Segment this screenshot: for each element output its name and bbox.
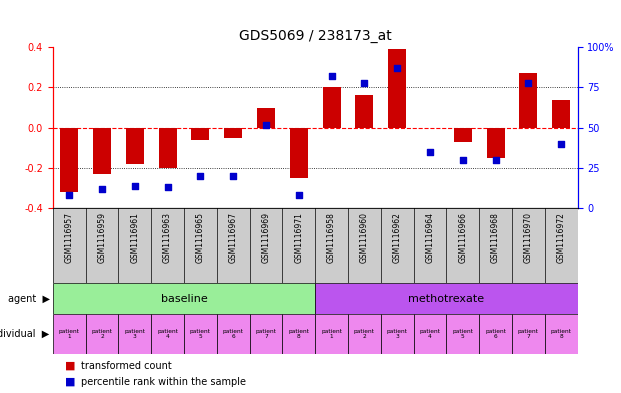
- Point: [458, 157, 468, 163]
- Text: GSM1116964: GSM1116964: [425, 212, 435, 263]
- Bar: [126, 128, 144, 164]
- Bar: [224, 128, 242, 138]
- Text: percentile rank within the sample: percentile rank within the sample: [81, 377, 246, 387]
- Text: GSM1116972: GSM1116972: [556, 212, 566, 263]
- Text: patient
8: patient 8: [551, 329, 571, 340]
- Text: GDS5069 / 238173_at: GDS5069 / 238173_at: [239, 29, 391, 43]
- Text: GSM1116960: GSM1116960: [360, 212, 369, 263]
- Bar: [86, 314, 119, 354]
- Text: patient
4: patient 4: [420, 329, 440, 340]
- Point: [524, 79, 533, 86]
- Point: [228, 173, 238, 179]
- Bar: [315, 283, 578, 314]
- Text: patient
2: patient 2: [354, 329, 375, 340]
- Bar: [322, 87, 340, 128]
- Text: patient
3: patient 3: [387, 329, 407, 340]
- Bar: [479, 314, 512, 354]
- Point: [392, 65, 402, 71]
- Bar: [519, 73, 537, 128]
- Bar: [446, 314, 479, 354]
- Bar: [290, 128, 308, 178]
- Bar: [414, 314, 446, 354]
- Text: patient
4: patient 4: [157, 329, 178, 340]
- Bar: [552, 99, 570, 128]
- Bar: [60, 128, 78, 192]
- Text: GSM1116962: GSM1116962: [392, 212, 402, 263]
- Point: [130, 183, 140, 189]
- Text: ■: ■: [65, 377, 76, 387]
- Point: [64, 192, 74, 198]
- Bar: [348, 314, 381, 354]
- Text: patient
3: patient 3: [124, 329, 145, 340]
- Text: transformed count: transformed count: [81, 361, 171, 371]
- Bar: [217, 314, 250, 354]
- Text: GSM1116959: GSM1116959: [97, 212, 106, 263]
- Bar: [355, 95, 373, 128]
- Point: [425, 149, 435, 155]
- Text: patient
6: patient 6: [223, 329, 243, 340]
- Bar: [93, 128, 111, 174]
- Point: [163, 184, 173, 191]
- Point: [556, 141, 566, 147]
- Point: [491, 157, 501, 163]
- Bar: [512, 314, 545, 354]
- Text: patient
6: patient 6: [485, 329, 506, 340]
- Text: patient
8: patient 8: [288, 329, 309, 340]
- Point: [327, 73, 337, 79]
- Text: patient
7: patient 7: [255, 329, 276, 340]
- Point: [261, 121, 271, 128]
- Bar: [545, 314, 578, 354]
- Bar: [53, 314, 86, 354]
- Bar: [257, 108, 275, 128]
- Text: ■: ■: [65, 361, 76, 371]
- Text: GSM1116958: GSM1116958: [327, 212, 336, 263]
- Bar: [158, 128, 176, 168]
- Text: patient
7: patient 7: [518, 329, 539, 340]
- Text: baseline: baseline: [161, 294, 207, 304]
- Bar: [454, 128, 472, 142]
- Text: patient
5: patient 5: [190, 329, 211, 340]
- Text: patient
1: patient 1: [59, 329, 79, 340]
- Bar: [53, 283, 315, 314]
- Bar: [315, 314, 348, 354]
- Text: agent  ▶: agent ▶: [7, 294, 50, 304]
- Bar: [486, 128, 504, 158]
- Text: GSM1116971: GSM1116971: [294, 212, 303, 263]
- Bar: [191, 128, 209, 140]
- Text: GSM1116970: GSM1116970: [524, 212, 533, 263]
- Bar: [151, 314, 184, 354]
- Text: GSM1116967: GSM1116967: [229, 212, 238, 263]
- Text: GSM1116969: GSM1116969: [261, 212, 271, 263]
- Bar: [250, 314, 283, 354]
- Bar: [381, 314, 414, 354]
- Text: GSM1116961: GSM1116961: [130, 212, 139, 263]
- Text: GSM1116966: GSM1116966: [458, 212, 467, 263]
- Text: patient
1: patient 1: [321, 329, 342, 340]
- Bar: [283, 314, 315, 354]
- Bar: [119, 314, 151, 354]
- Point: [196, 173, 206, 179]
- Point: [97, 186, 107, 192]
- Bar: [184, 314, 217, 354]
- Text: methotrexate: methotrexate: [408, 294, 484, 304]
- Text: patient
5: patient 5: [452, 329, 473, 340]
- Text: GSM1116968: GSM1116968: [491, 212, 500, 263]
- Text: GSM1116965: GSM1116965: [196, 212, 205, 263]
- Point: [294, 192, 304, 198]
- Text: GSM1116963: GSM1116963: [163, 212, 172, 263]
- Text: GSM1116957: GSM1116957: [65, 212, 74, 263]
- Text: patient
2: patient 2: [91, 329, 112, 340]
- Bar: [388, 49, 406, 128]
- Point: [360, 79, 369, 86]
- Text: individual  ▶: individual ▶: [0, 329, 50, 339]
